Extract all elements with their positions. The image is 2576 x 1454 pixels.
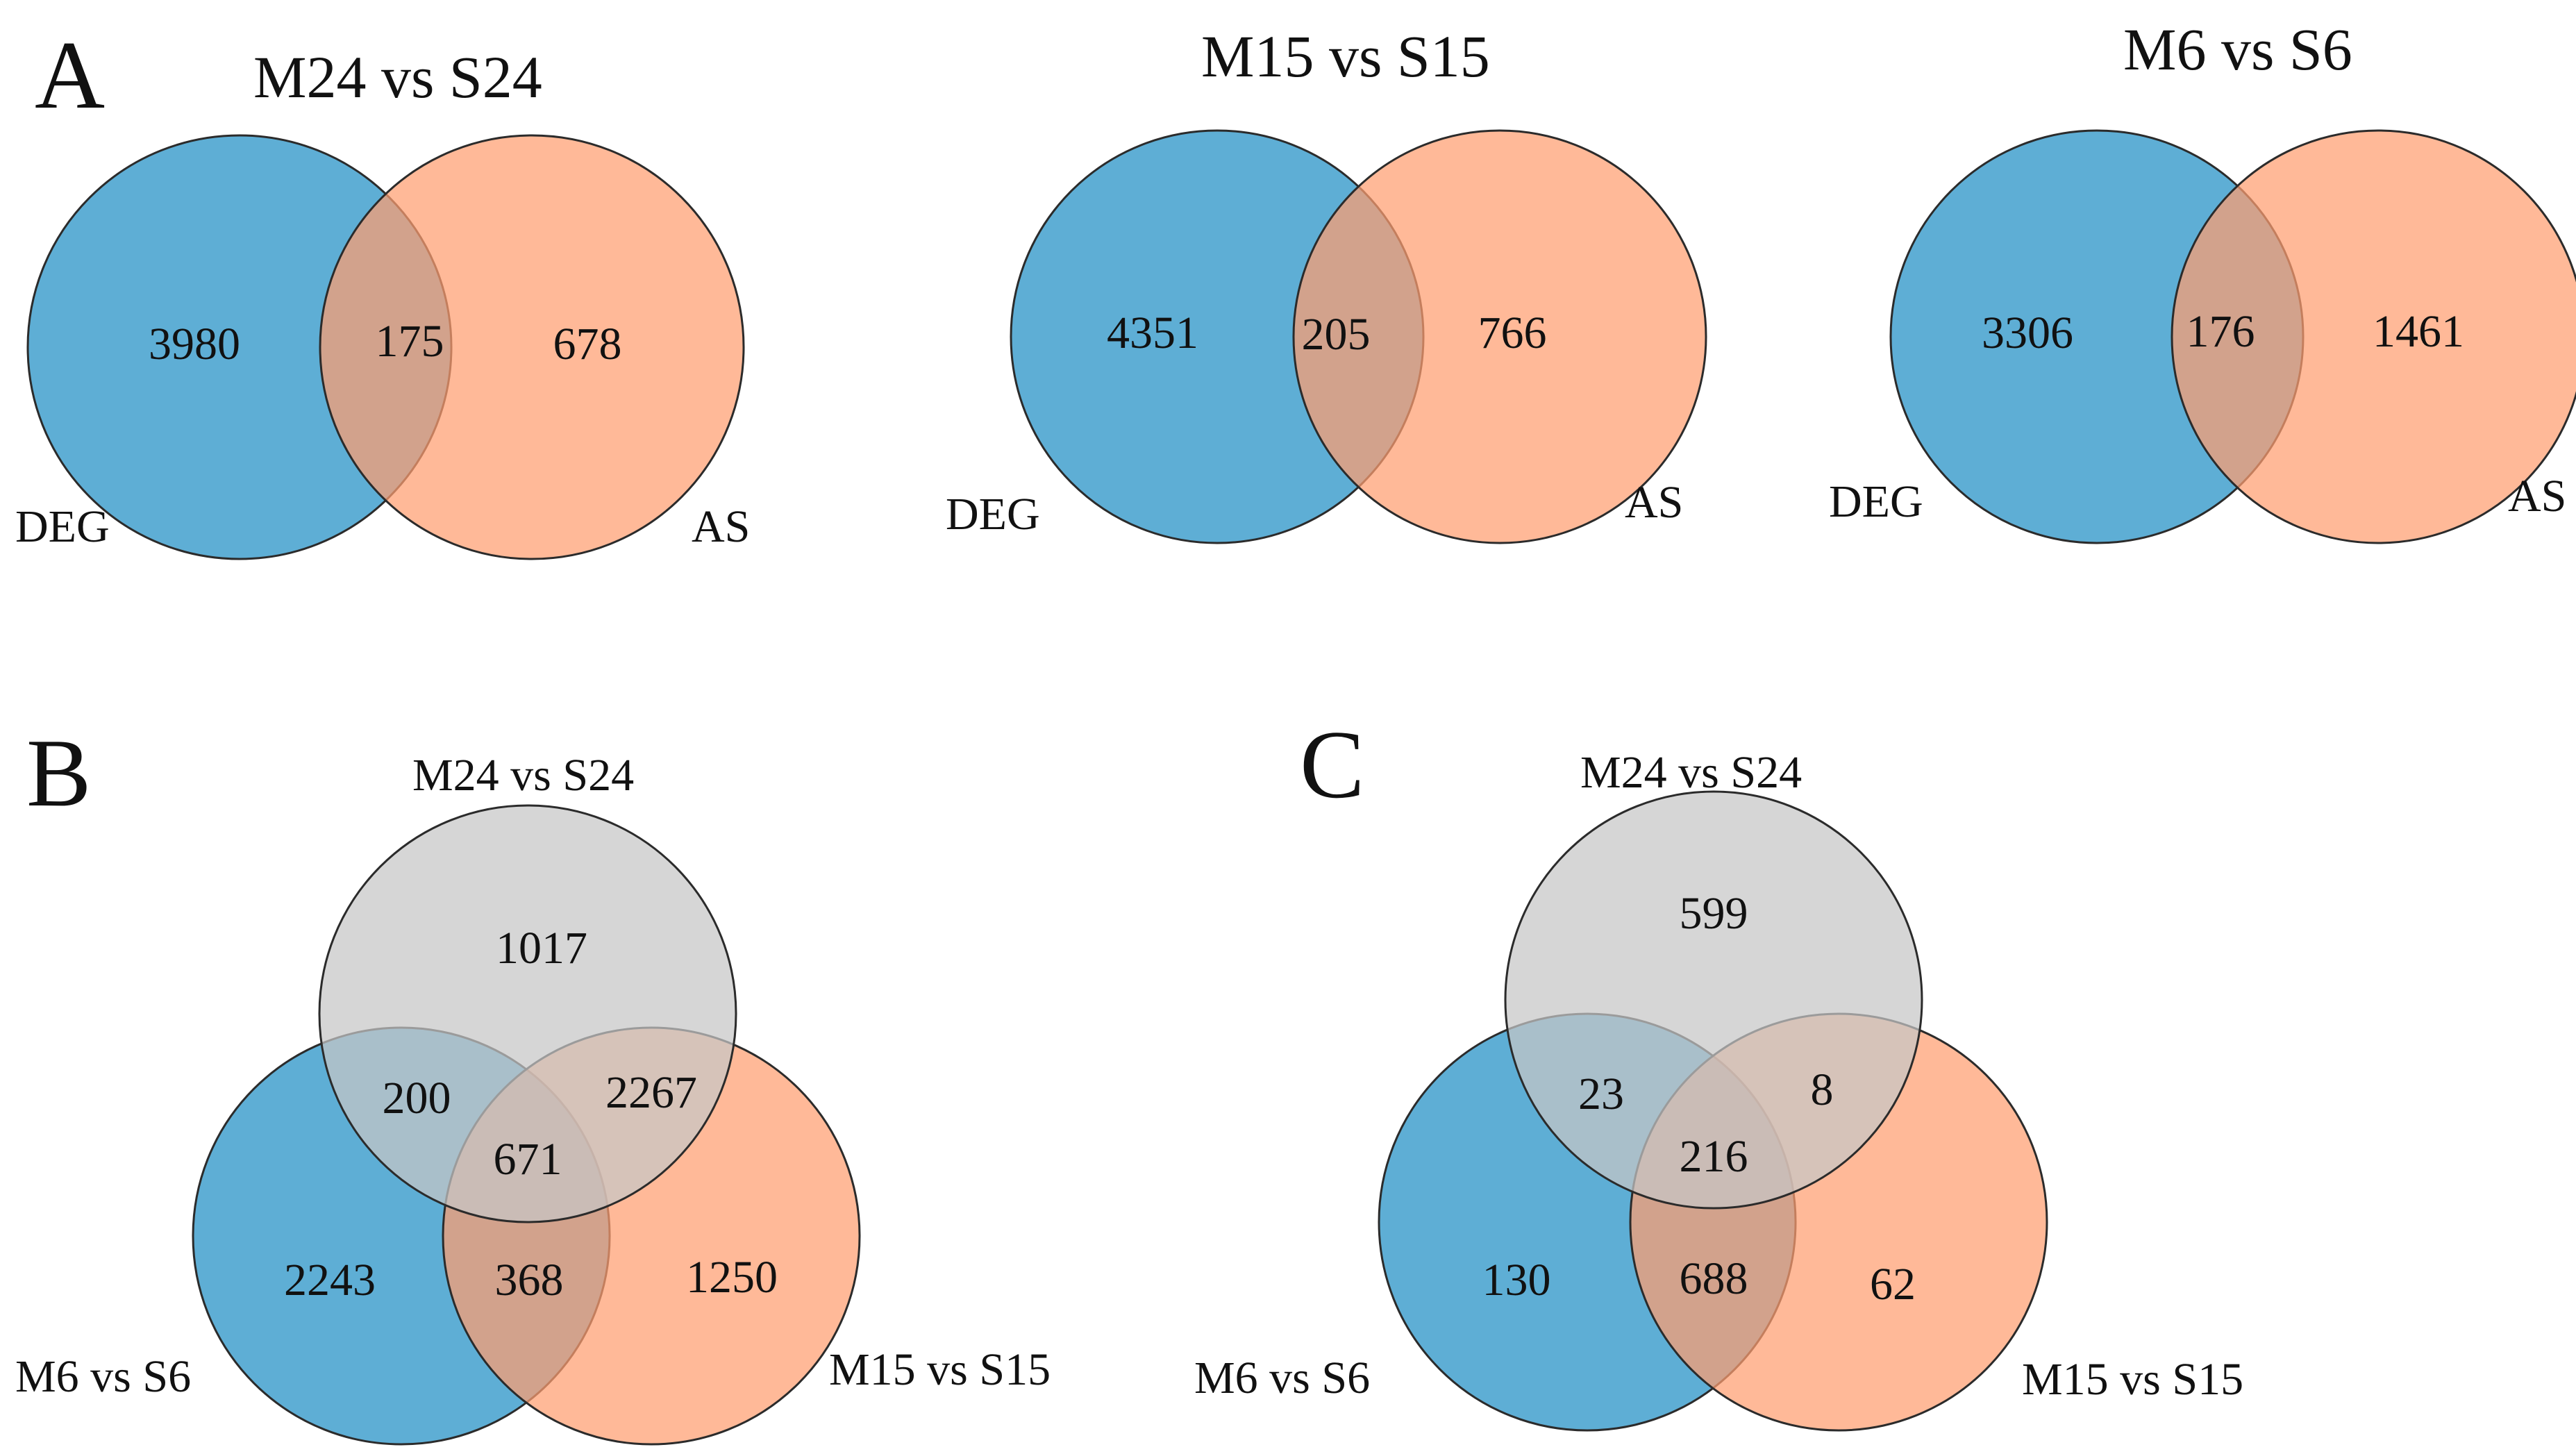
venn-a1: M24 vs S24 3980 175 678 DEG AS: [15, 44, 750, 560]
venn-c-m24-m15: 8: [1811, 1064, 1834, 1115]
panel-b: B M24 vs S24 1017 200 2267 671 2243 368 …: [15, 719, 1051, 1446]
venn-b-m6-m15: 368: [495, 1255, 564, 1305]
panel-a: A M24 vs S24 3980 175 678 DEG AS M15 vs …: [15, 16, 2576, 560]
venn-a2-overlap: 205: [1302, 309, 1371, 360]
venn-a2-deg-only: 4351: [1107, 308, 1198, 358]
venn-c-m15-only: 62: [1870, 1259, 1916, 1310]
venn-a1-as-label: AS: [692, 501, 750, 552]
venn-c-m15-label: M15 vs S15: [2022, 1354, 2243, 1405]
panel-c: C M24 vs S24 599 23 8 216 130 688 62 M6 …: [1194, 711, 2243, 1432]
panel-b-letter: B: [26, 719, 91, 827]
venn-b-m24-m15: 2267: [605, 1067, 697, 1118]
venn-a1-deg-label: DEG: [15, 501, 110, 552]
venn-a3-title: M6 vs S6: [2123, 16, 2352, 83]
venn-a3-as-label: AS: [2508, 471, 2566, 521]
venn-a2-as-only: 766: [1478, 308, 1547, 358]
venn-a3-overlap: 176: [2186, 306, 2255, 357]
venn-b-m15-label: M15 vs S15: [829, 1344, 1051, 1395]
venn-a1-overlap: 175: [376, 316, 444, 367]
venn-c-m24-circle: [1504, 790, 1923, 1210]
venn-a2-as-label: AS: [1625, 477, 1683, 528]
venn-a1-as-only: 678: [553, 319, 622, 369]
venn-a2-title: M15 vs S15: [1201, 23, 1490, 90]
venn-a1-title: M24 vs S24: [253, 44, 542, 110]
venn-b-m6-only: 2243: [284, 1255, 376, 1305]
venn-a3: M6 vs S6 3306 176 1461 DEG AS: [1829, 16, 2576, 544]
venn-c-m6-only: 130: [1482, 1255, 1551, 1305]
venn-b-m24-m6: 200: [383, 1073, 451, 1123]
panel-c-letter: C: [1300, 711, 1364, 819]
venn-b-m24-only: 1017: [496, 923, 587, 973]
venn-a1-deg-only: 3980: [149, 319, 240, 369]
venn-a1-as-circle: [319, 134, 745, 560]
venn-a3-deg-only: 3306: [1982, 308, 2073, 358]
venn-a2-as-circle: [1292, 129, 1707, 544]
venn-c-m6-label: M6 vs S6: [1194, 1353, 1370, 1403]
venn-a3-as-only: 1461: [2373, 306, 2464, 357]
venn-b-top-label: M24 vs S24: [412, 750, 634, 801]
venn-c-center: 216: [1680, 1131, 1748, 1182]
venn-a2-deg-label: DEG: [946, 489, 1040, 540]
venn-a2: M15 vs S15 4351 205 766 DEG AS: [946, 23, 1707, 544]
venn-c-top-label: M24 vs S24: [1580, 747, 1802, 798]
venn-c-m24-only: 599: [1680, 888, 1748, 939]
panel-a-letter: A: [35, 22, 105, 129]
venn-b-m15-only: 1250: [686, 1252, 778, 1303]
venn-a3-deg-label: DEG: [1829, 476, 1923, 527]
venn-a3-as-circle: [2171, 129, 2576, 544]
venn-c-m6-m15: 688: [1680, 1253, 1748, 1304]
venn-c-m24-m6: 23: [1578, 1069, 1624, 1119]
venn-b-center: 671: [494, 1134, 562, 1185]
venn-b-m24-circle: [318, 804, 737, 1223]
venn-b-m6-label: M6 vs S6: [15, 1351, 191, 1402]
